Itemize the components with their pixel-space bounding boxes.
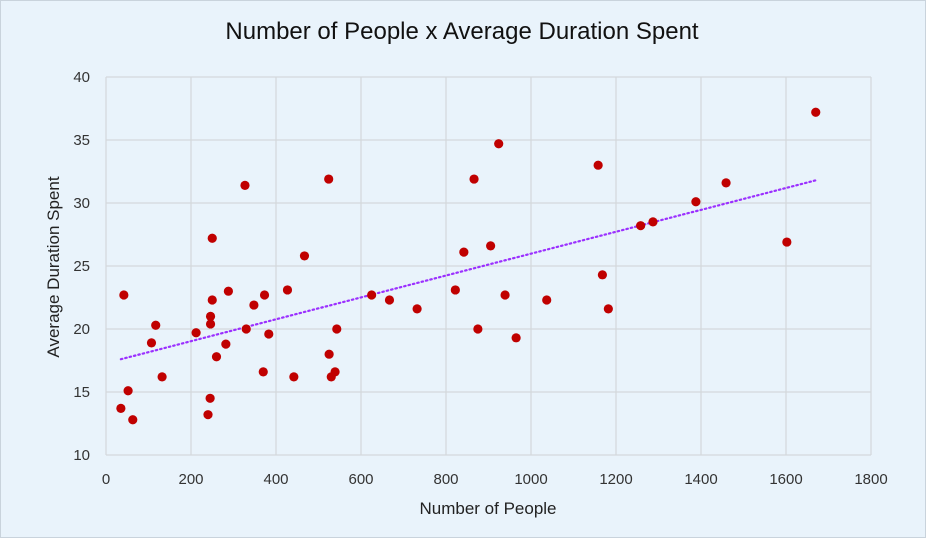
data-point (299, 251, 310, 261)
data-point (330, 367, 340, 377)
data-point (473, 324, 483, 334)
data-point (258, 367, 268, 377)
data-point (119, 290, 129, 300)
x-axis-label: Number of People (419, 499, 557, 518)
data-point (289, 372, 299, 382)
data-point (542, 295, 552, 305)
data-point (191, 328, 201, 338)
x-tick-label: 1200 (599, 471, 632, 488)
data-point (123, 386, 133, 396)
data-point (603, 304, 613, 314)
y-tick-label: 35 (73, 132, 90, 149)
data-point (157, 372, 167, 382)
data-point (211, 352, 222, 362)
data-point (691, 197, 701, 207)
y-tick-label: 20 (73, 321, 90, 338)
x-tick-label: 0 (102, 471, 110, 488)
y-tick-label: 25 (73, 258, 90, 275)
data-point (221, 339, 231, 349)
x-tick-label: 1000 (514, 471, 547, 488)
data-point (128, 415, 138, 425)
data-point (207, 233, 217, 243)
data-point (151, 320, 161, 330)
data-point (207, 295, 217, 305)
data-point (240, 180, 250, 190)
data-point (264, 329, 274, 339)
data-point (203, 410, 213, 420)
trendline (119, 179, 817, 361)
data-point (459, 247, 469, 257)
data-point (259, 290, 270, 300)
data-point (450, 285, 460, 295)
data-point (146, 338, 157, 348)
x-tick-label: 400 (263, 471, 288, 488)
x-tick-label: 1800 (854, 471, 887, 488)
data-point (811, 107, 821, 117)
data-point (205, 393, 215, 403)
y-tick-label: 30 (73, 195, 90, 212)
x-tick-label: 600 (348, 471, 373, 488)
chart-title: Number of People x Average Duration Spen… (225, 18, 699, 45)
x-tick-label: 200 (178, 471, 203, 488)
data-point (593, 160, 603, 170)
data-point (636, 221, 646, 231)
data-point (721, 178, 731, 188)
y-tick-label: 15 (73, 384, 90, 401)
data-point (324, 349, 334, 359)
data-point (332, 324, 342, 334)
data-point (412, 304, 422, 314)
data-point (367, 290, 377, 300)
data-point (223, 286, 233, 296)
data-point (469, 174, 479, 184)
y-tick-label: 10 (73, 447, 90, 464)
data-point (116, 403, 126, 413)
data-point (500, 290, 510, 300)
data-point (486, 241, 496, 251)
data-point (648, 217, 658, 227)
x-tick-label: 1400 (684, 471, 717, 488)
x-tick-label: 1600 (769, 471, 802, 488)
data-point (782, 237, 792, 247)
data-point (597, 270, 608, 280)
data-point (249, 300, 259, 310)
data-point (384, 295, 395, 305)
x-tick-label: 800 (433, 471, 458, 488)
data-point (241, 324, 251, 334)
data-point (494, 139, 504, 149)
data-point (282, 285, 293, 295)
data-point (324, 174, 334, 184)
y-tick-label: 40 (73, 69, 90, 86)
data-point (205, 311, 216, 321)
data-point (205, 319, 216, 329)
data-point (511, 333, 521, 343)
